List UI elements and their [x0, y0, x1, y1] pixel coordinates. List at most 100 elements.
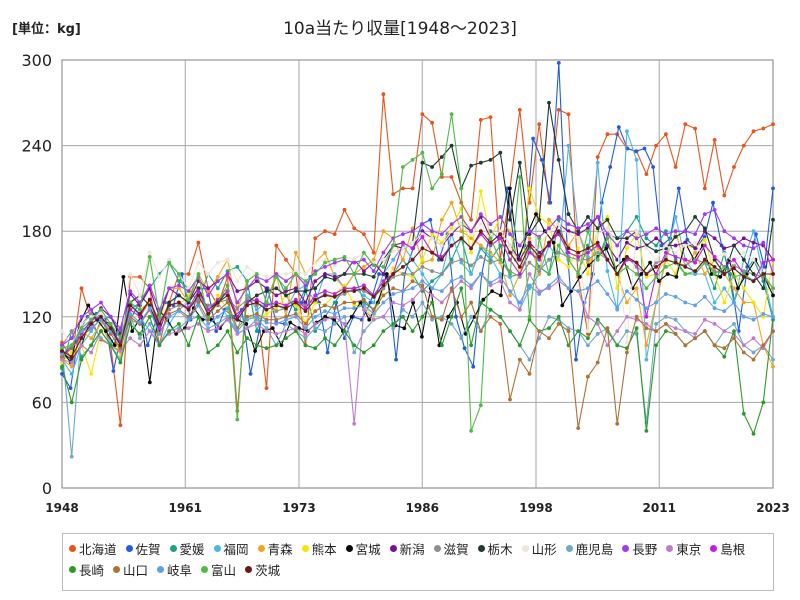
- series-point: [254, 314, 259, 319]
- series-point: [371, 312, 376, 316]
- series-point: [498, 272, 503, 276]
- series-point: [449, 286, 454, 291]
- series-point: [60, 343, 64, 348]
- series-point: [508, 243, 512, 248]
- series-point: [196, 293, 201, 298]
- series-point: [566, 212, 571, 217]
- series-point: [323, 309, 327, 313]
- series-point: [138, 314, 142, 319]
- series-point: [761, 400, 766, 405]
- legend-item: 島根: [710, 539, 745, 558]
- legend-item: 福岡: [213, 539, 249, 558]
- series-point: [206, 314, 211, 319]
- series-point: [732, 275, 736, 279]
- series-point: [274, 332, 279, 336]
- series-point: [644, 322, 649, 326]
- series-point: [615, 243, 620, 248]
- series-point: [177, 309, 181, 313]
- series-point: [420, 279, 425, 283]
- series-point: [104, 329, 108, 333]
- series-point: [420, 160, 425, 165]
- series-point: [673, 235, 678, 239]
- series-point: [177, 272, 181, 276]
- series-point: [722, 354, 727, 359]
- series-point: [449, 143, 454, 148]
- series-point: [157, 314, 162, 319]
- series-point: [391, 275, 396, 279]
- series-point: [576, 272, 581, 276]
- unit-label: [単位：kg]: [12, 22, 81, 37]
- series-point: [157, 326, 162, 331]
- y-tick-label: 300: [21, 51, 52, 70]
- legend: 北海道 佐賀 愛媛 福岡 青森 熊本 宮城 新潟 滋賀 栃木 山形 鹿児島 長野 東京 島根 長崎 山口 岐阜 富山…: [62, 533, 774, 591]
- series-point: [264, 275, 269, 279]
- series-point: [537, 257, 542, 262]
- series-point: [449, 322, 454, 326]
- series-point: [488, 307, 493, 312]
- series-point: [245, 303, 250, 308]
- series-point: [771, 314, 775, 319]
- legend-label: 岐阜: [167, 563, 193, 578]
- series-point: [420, 246, 425, 251]
- series-point: [235, 332, 240, 336]
- series-point: [644, 275, 649, 279]
- series-point: [693, 232, 697, 237]
- series-point: [469, 429, 473, 433]
- series-point: [99, 312, 103, 316]
- series-point: [673, 332, 678, 336]
- series-point: [381, 250, 386, 255]
- series-point: [180, 272, 184, 276]
- series-point: [469, 229, 473, 234]
- series-point: [342, 207, 347, 212]
- series-point: [391, 192, 396, 197]
- series-point: [381, 272, 386, 276]
- series-point: [547, 100, 551, 105]
- legend-item: 愛媛: [169, 539, 205, 558]
- legend-label: 山形: [531, 542, 557, 557]
- series-point: [215, 300, 220, 305]
- series-point: [508, 272, 512, 276]
- series-point: [332, 275, 337, 279]
- series-point: [69, 343, 74, 348]
- series-point: [517, 257, 522, 262]
- series-point: [69, 346, 74, 351]
- series-point: [177, 293, 181, 298]
- series-point: [264, 307, 269, 312]
- y-tick-label: 120: [21, 308, 52, 327]
- series-point: [254, 297, 259, 302]
- series-point: [303, 322, 308, 326]
- legend-item: 山形: [521, 539, 557, 558]
- series-point: [718, 275, 723, 279]
- series-point: [693, 303, 697, 308]
- series-point: [478, 243, 483, 248]
- legend-marker-icon: [213, 545, 221, 552]
- series-point: [381, 283, 386, 288]
- series-point: [478, 189, 483, 194]
- series-point: [79, 357, 84, 362]
- series-point: [531, 136, 535, 141]
- series-point: [147, 297, 152, 302]
- series-point: [284, 317, 288, 322]
- series-point: [420, 222, 425, 227]
- series-point: [616, 125, 621, 129]
- series-point: [462, 346, 467, 351]
- series-point: [362, 232, 366, 237]
- series-point: [128, 289, 133, 293]
- series-point: [517, 272, 522, 276]
- series-point: [196, 322, 201, 326]
- series-point: [537, 269, 542, 273]
- series-point: [732, 257, 736, 262]
- series-point: [108, 322, 113, 326]
- series-point: [303, 272, 308, 276]
- series-point: [664, 329, 668, 333]
- series-point: [323, 303, 327, 308]
- series-point: [391, 243, 396, 248]
- series-point: [751, 350, 756, 355]
- series-point: [352, 300, 357, 305]
- series-point: [741, 236, 746, 241]
- series-point: [186, 300, 191, 305]
- series-岐阜: [60, 272, 775, 356]
- legend-marker-icon: [157, 566, 165, 573]
- series-point: [439, 232, 444, 237]
